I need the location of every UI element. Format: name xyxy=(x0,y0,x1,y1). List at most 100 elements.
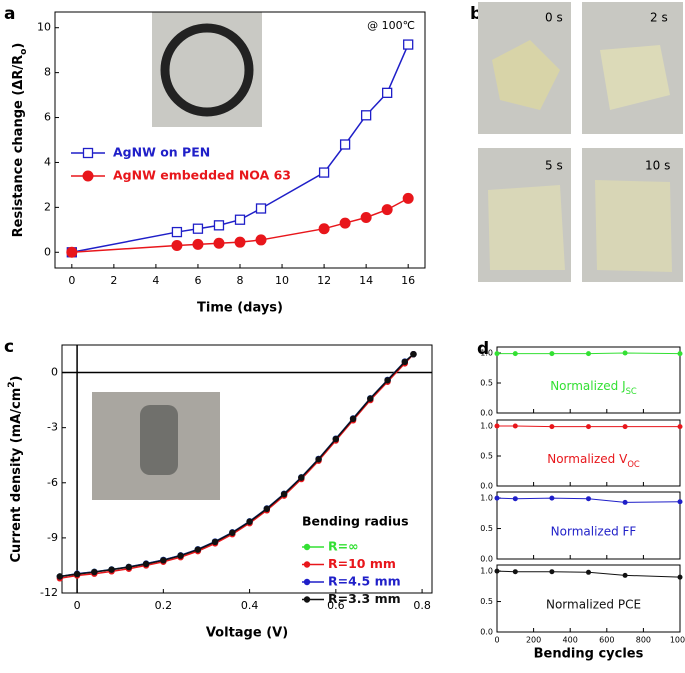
marker xyxy=(402,192,414,204)
marker xyxy=(360,211,372,223)
x-tick-label: 14 xyxy=(359,274,373,287)
legend-marker xyxy=(303,561,311,568)
annotation-part: SC xyxy=(626,386,637,396)
marker xyxy=(549,351,555,357)
x-tick-label: 0 xyxy=(74,599,81,612)
marker xyxy=(234,236,246,248)
marker xyxy=(315,456,322,463)
marker xyxy=(549,569,555,575)
marker xyxy=(677,351,683,357)
x-tick-label: 4 xyxy=(152,274,159,287)
annotation-part: Normalized FF xyxy=(551,524,637,538)
y-axis-label-part: 2 xyxy=(7,381,17,387)
y-tick-label: 1.0 xyxy=(480,349,493,358)
film xyxy=(600,45,670,110)
y-tick-label: 0.5 xyxy=(480,379,493,388)
x-axis-label: Bending cycles xyxy=(534,647,644,662)
series-line xyxy=(497,352,681,355)
x-tick-label: 0.8 xyxy=(413,599,431,612)
marker xyxy=(280,490,288,498)
y-tick-label: 0.5 xyxy=(480,597,493,606)
annotation: @ 100℃ xyxy=(367,19,415,32)
series-line xyxy=(496,497,681,503)
y-tick-label: -6 xyxy=(47,476,58,489)
plot-frame xyxy=(496,564,681,633)
marker xyxy=(401,358,409,366)
marker xyxy=(213,220,225,231)
y-tick-label: 0.0 xyxy=(480,482,493,491)
y-tick-label: -9 xyxy=(47,531,58,544)
y-axis-label-part: o xyxy=(19,49,29,55)
y-tick-label: 1.0 xyxy=(480,422,493,431)
x-tick-label: 8 xyxy=(237,274,244,287)
frame-label: 5 s xyxy=(545,159,563,173)
marker xyxy=(192,223,204,234)
x-axis-label: Time (days) xyxy=(197,301,283,316)
marker xyxy=(549,495,555,501)
y-tick-label: 4 xyxy=(44,155,51,168)
x-tick-label: 0.6 xyxy=(327,599,345,612)
x-tick-label: 10 xyxy=(275,274,289,287)
marker xyxy=(108,566,115,573)
y-tick-label: 1.0 xyxy=(480,494,493,503)
marker xyxy=(318,167,330,178)
y-tick-label: 6 xyxy=(44,111,51,124)
marker xyxy=(586,351,591,357)
plot-frame xyxy=(61,344,433,594)
marker xyxy=(213,237,225,249)
y-axis-label-part: Resistance change (ΔR/R xyxy=(11,55,26,237)
x-tick-label: 0 xyxy=(68,274,75,287)
x-tick-label: 2 xyxy=(110,274,117,287)
annotation: Normalized VOC xyxy=(547,452,640,469)
marker xyxy=(56,573,64,580)
marker xyxy=(318,223,330,235)
legend-label: R=4.5 mm xyxy=(328,574,401,589)
x-tick-label: 0.2 xyxy=(155,599,173,612)
marker xyxy=(381,204,393,216)
marker xyxy=(382,87,393,98)
y-tick-label: 0.5 xyxy=(480,524,493,533)
panel-label: d xyxy=(477,339,489,359)
series-line xyxy=(497,425,680,428)
marker xyxy=(194,546,202,553)
y-tick-label: 1.0 xyxy=(480,567,493,576)
marker xyxy=(512,351,518,357)
inset-photo-device xyxy=(140,405,178,475)
y-tick-label: -12 xyxy=(40,586,58,599)
marker xyxy=(512,569,518,575)
x-axis-label: Voltage (V) xyxy=(206,626,288,641)
legend-marker xyxy=(303,578,311,586)
marker xyxy=(403,39,414,50)
marker xyxy=(677,574,683,580)
annotation: Normalized FF xyxy=(551,524,637,538)
x-tick-label: 16 xyxy=(401,274,415,287)
panel-label: a xyxy=(4,4,15,24)
y-tick-label: 0.0 xyxy=(480,409,493,418)
y-axis-label: Current density (mA/cm2) xyxy=(7,375,24,562)
film xyxy=(492,40,560,110)
y-tick-label: 0.0 xyxy=(480,628,493,637)
marker xyxy=(234,214,246,225)
x-tick-label: 800 xyxy=(636,636,651,645)
annotation: Normalized JSC xyxy=(550,379,637,396)
y-tick-label: 0 xyxy=(44,245,51,258)
x-tick-label: 0.4 xyxy=(241,599,259,612)
marker xyxy=(410,350,417,358)
x-tick-label: 6 xyxy=(194,274,201,287)
marker xyxy=(367,395,374,402)
marker xyxy=(246,518,253,525)
marker xyxy=(622,424,628,430)
marker xyxy=(360,110,372,121)
marker xyxy=(677,499,683,505)
marker xyxy=(66,246,78,258)
legend-label: R=10 mm xyxy=(328,556,396,571)
marker xyxy=(586,424,591,430)
marker xyxy=(512,423,518,429)
legend-marker xyxy=(303,596,311,603)
x-tick-label: 0 xyxy=(494,636,499,645)
legend-label: R=3.3 mm xyxy=(328,591,401,606)
x-tick-label: 600 xyxy=(599,636,614,645)
legend-label: AgNW embedded NOA 63 xyxy=(113,168,291,183)
